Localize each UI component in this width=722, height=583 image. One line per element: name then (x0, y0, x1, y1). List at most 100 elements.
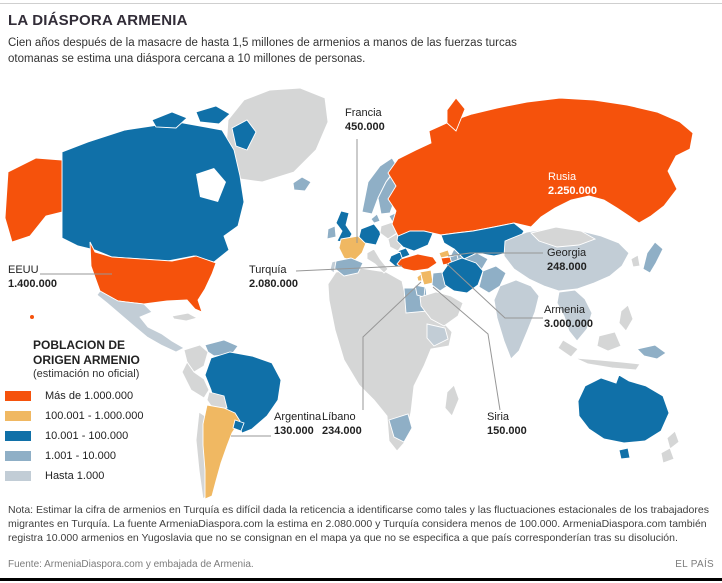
country-usa-alaska (4, 157, 63, 243)
map-label-francia: Francia 450.000 (345, 106, 385, 135)
map-label-libano: Líbano 234.000 (322, 410, 362, 439)
country-iceland (292, 176, 312, 192)
country-madagascar (444, 384, 460, 417)
country-ireland (326, 225, 337, 240)
label-country-value: 234.000 (322, 425, 362, 438)
country-germany (358, 223, 382, 246)
country-southafrica (388, 413, 413, 443)
legend-title-line2: ORIGEN ARMENIO (33, 353, 140, 367)
page-title: LA DIÁSPORA ARMENIA (8, 12, 188, 29)
legend-title-line1: POBLACION DE (33, 338, 126, 352)
legend-item: Hasta 1.000 (5, 470, 143, 482)
legend-subtitle: (estimación no oficial) (33, 368, 140, 380)
country-denmark (370, 213, 381, 224)
country-canada-arctic-2 (195, 105, 231, 125)
map-label-rusia: Rusia 2.250.000 (548, 170, 597, 199)
country-portugal (329, 260, 337, 274)
legend-label: 100.001 - 1.000.000 (45, 410, 144, 422)
legend-item: 100.001 - 1.000.000 (5, 410, 143, 422)
country-usa-hawaii (30, 315, 34, 319)
label-country-value: 450.000 (345, 121, 385, 134)
publisher-credit: EL PAÍS (675, 559, 714, 570)
label-country-name: Georgia (547, 247, 587, 259)
country-russia (387, 97, 694, 237)
legend-label: Hasta 1.000 (45, 470, 105, 482)
label-country-value: 1.400.000 (8, 278, 57, 291)
country-japan (642, 241, 664, 274)
source-row: Fuente: ArmeniaDiaspora.com y embajada d… (8, 559, 714, 570)
label-country-value: 2.080.000 (249, 278, 298, 291)
country-papua (636, 344, 667, 360)
leader-turquia (295, 265, 403, 272)
label-country-name: Francia (345, 107, 382, 119)
legend-item: 10.001 - 100.000 (5, 430, 143, 442)
legend-swatch-1k-10k (5, 451, 31, 461)
map-label-turquia: Turquía 2.080.000 (249, 263, 298, 292)
legend: POBLACION DE ORIGEN ARMENIO (estimación … (5, 338, 143, 490)
legend-item: 1.001 - 10.000 (5, 450, 143, 462)
country-greenland (225, 87, 329, 183)
label-country-name: Líbano (322, 411, 356, 423)
label-country-name: Argentina (274, 411, 322, 423)
footnote: Nota: Estimar la cifra de armenios en Tu… (8, 504, 709, 545)
country-ethiopia (426, 323, 449, 347)
country-iran (441, 257, 484, 294)
label-country-value: 130.000 (274, 425, 314, 438)
country-nz-south (660, 447, 675, 464)
leader-siria (432, 286, 501, 411)
label-country-name: Armenia (544, 304, 585, 316)
label-country-value: 248.000 (547, 261, 587, 274)
label-country-name: Rusia (548, 171, 577, 183)
country-nz-north (666, 430, 680, 450)
country-uk (335, 210, 353, 244)
label-country-name: Turquía (249, 264, 287, 276)
country-peru (181, 361, 210, 399)
country-cuba (171, 312, 199, 322)
map-label-eeuu: EEUU 1.400.000 (8, 263, 57, 292)
leader-armenia (446, 263, 543, 319)
leader-georgia (447, 252, 543, 257)
world-map (4, 87, 694, 500)
hudson-bay (196, 168, 226, 202)
country-java (574, 357, 641, 371)
map-label-georgia: Georgia 248.000 (547, 246, 587, 275)
country-tasmania (618, 447, 631, 460)
source-credit: Fuente: ArmeniaDiaspora.com y embajada d… (8, 559, 254, 570)
country-indochina (556, 289, 593, 342)
label-country-value: 150.000 (487, 425, 527, 438)
country-korea (630, 254, 641, 268)
legend-swatch-100k-1m (5, 411, 31, 421)
bottom-bar (0, 578, 722, 581)
map-label-argentina: Argentina 130.000 (274, 410, 321, 439)
country-canada-arctic-1 (151, 111, 188, 129)
country-russia-novaya-zemlya (446, 97, 466, 132)
leader-libano (362, 281, 422, 410)
country-sumatra (557, 339, 579, 358)
map-label-armenia: Armenia 3.000.000 (544, 303, 593, 332)
label-country-name: EEUU (8, 264, 39, 276)
legend-swatch-more-1m (5, 391, 31, 401)
label-country-value: 2.250.000 (548, 185, 597, 198)
country-lebanon (416, 273, 423, 282)
country-philippines (618, 304, 634, 332)
country-canada-baffin (231, 119, 257, 151)
legend-label: 1.001 - 10.000 (45, 450, 116, 462)
legend-item: Más de 1.000.000 (5, 390, 143, 402)
country-india (493, 279, 540, 360)
country-uruguay (232, 419, 245, 432)
top-rule (0, 3, 722, 4)
country-australia (577, 374, 670, 444)
label-country-value: 3.000.000 (544, 318, 593, 331)
legend-swatch-10k-100k (5, 431, 31, 441)
country-borneo (596, 331, 622, 352)
country-mexico-centroamerica (96, 290, 185, 353)
legend-label: 10.001 - 100.000 (45, 430, 129, 442)
country-argentina (202, 404, 241, 500)
legend-swatch-upto-1k (5, 471, 31, 481)
page-subtitle: Cien años después de la masacre de hasta… (8, 37, 517, 65)
map-label-siria: Siria 150.000 (487, 410, 527, 439)
label-country-name: Siria (487, 411, 510, 423)
country-mongolia (530, 226, 597, 248)
legend-label: Más de 1.000.000 (45, 390, 134, 402)
